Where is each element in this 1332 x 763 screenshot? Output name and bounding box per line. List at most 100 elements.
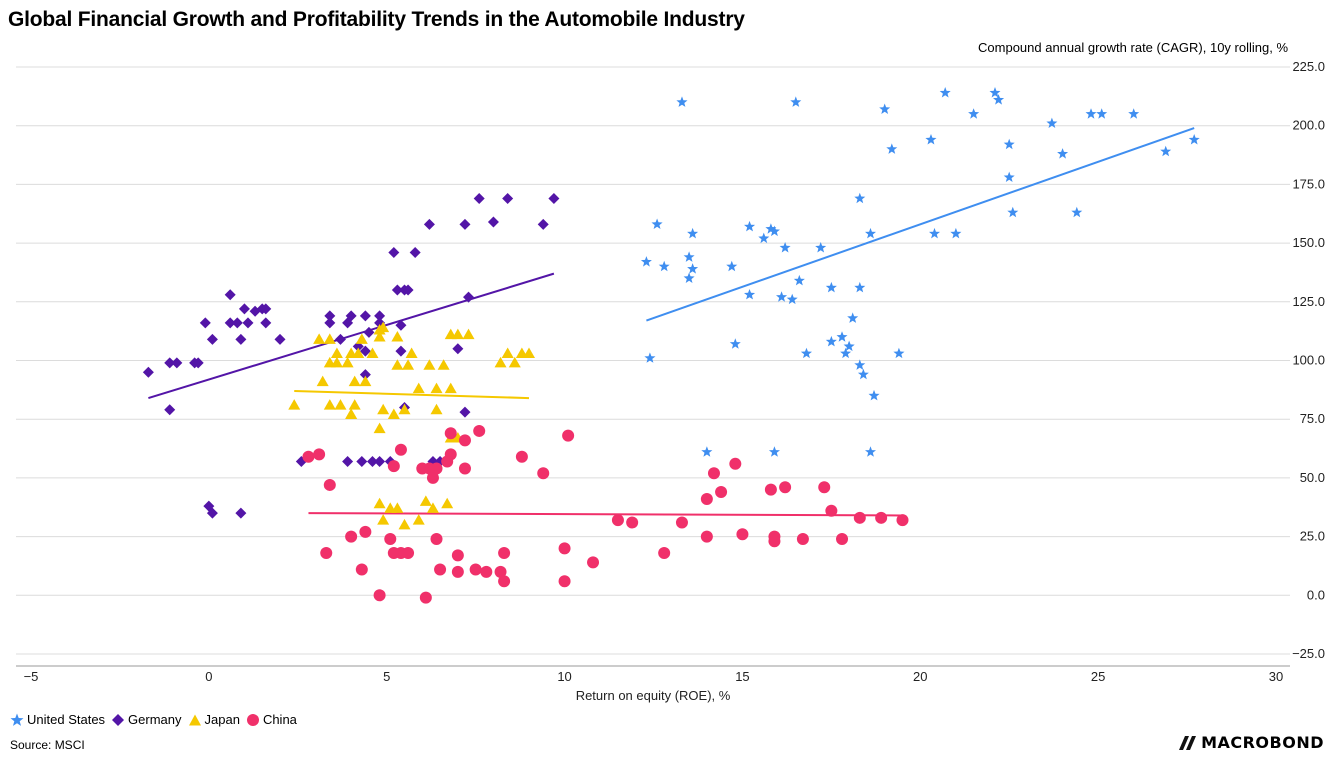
germany-point [363,326,375,338]
japan-point [437,359,450,370]
germany-point [345,310,357,322]
united-states-point [1007,206,1019,218]
united-states-trendline [646,127,1195,322]
germany-point [235,333,247,345]
china-point [402,547,415,560]
united-states-point [868,389,880,401]
japan-point [323,333,336,344]
china-point [498,575,511,588]
japan-point [441,497,454,509]
germany-point [238,303,250,315]
united-states-point [847,312,859,323]
china-point [480,565,493,578]
china-point [626,516,639,529]
japan-point [430,403,443,415]
germany-point [142,366,154,378]
x-tick-label: 5 [383,669,390,684]
germany-point [388,246,400,258]
germany-point [395,345,407,357]
japan-point [402,359,415,370]
germany-point [423,218,435,230]
china-point [700,530,713,543]
legend-item-germany: Germany [111,712,182,727]
germany-point [206,507,218,519]
japan-point [391,331,404,342]
united-states-point [989,87,1001,98]
japan-point [377,321,390,333]
germany-point [224,317,236,329]
united-states-point [701,446,713,457]
x-tick-label: 30 [1269,669,1283,684]
united-states-point [825,335,837,347]
japan-point [323,399,336,410]
united-states-point [744,289,756,300]
germany-point [359,369,371,381]
united-states-point [854,281,866,293]
germany-point [391,284,403,296]
united-states-point [993,94,1005,105]
y-tick-label: 150.0 [1292,235,1325,250]
united-states-point [765,223,777,234]
china-point [796,532,809,545]
china-point [434,563,447,576]
legend-label: Germany [128,712,182,727]
united-states-point [1160,145,1172,157]
japan-trendline [294,390,530,400]
china-point [458,462,471,475]
united-states-point [768,225,780,237]
japan-point [391,359,404,370]
x-tick-labels: −5 0 5 10 15 20 25 30 [24,669,1284,684]
japan-point [341,356,354,368]
united-states-point [939,87,951,98]
y-tick-label: 100.0 [1292,353,1325,368]
united-states-point [786,293,798,305]
germany-point [235,507,247,519]
china-point [323,478,336,491]
china-point [818,481,831,494]
united-states-point [687,263,699,274]
japan-point [330,347,343,358]
united-states-point [1071,206,1083,218]
x-axis-label: Return on equity (ROE), % [576,688,731,703]
scatter-chart: −25.0 0.0 25.0 50.0 75.0 100.0 125.0 150.0 175.0… [16,59,1325,703]
japan-point [423,359,436,370]
china-point [430,462,443,475]
germany-point [473,192,485,204]
germany-point [199,317,211,329]
germany-point [409,246,421,258]
china-point [394,443,407,456]
china-point [419,591,432,604]
y-axis-label: Compound annual growth rate (CAGR), 10y … [978,40,1288,55]
germany-point [487,216,499,228]
china-point [359,525,372,538]
germany-point [324,310,336,322]
trendlines [148,127,1195,517]
united-states-point [1188,134,1200,145]
x-tick-label: 25 [1091,669,1105,684]
germany-point [164,357,176,369]
china-point [320,547,333,560]
china-point [373,589,386,602]
united-states-point [744,220,756,232]
united-states-point [768,446,780,457]
united-states-point [825,281,837,293]
china-point [345,530,358,543]
united-states-point [1096,108,1108,119]
japan-point [387,408,400,420]
united-states-point [857,368,869,380]
germany-point [164,404,176,416]
star-marker-icon [10,713,24,726]
united-states-point [683,272,695,283]
germany-point [374,310,386,322]
united-states-point [836,331,848,342]
china-point [658,547,671,560]
germany-point [171,357,183,369]
brand-text: MACROBOND [1201,733,1324,752]
united-states-point [1046,117,1058,128]
china-point [355,563,368,576]
legend-label: United States [27,712,106,727]
united-states-point [1085,108,1097,119]
legend-item-china: China [246,712,297,727]
japan-point [334,399,347,410]
japan-point [377,403,390,415]
